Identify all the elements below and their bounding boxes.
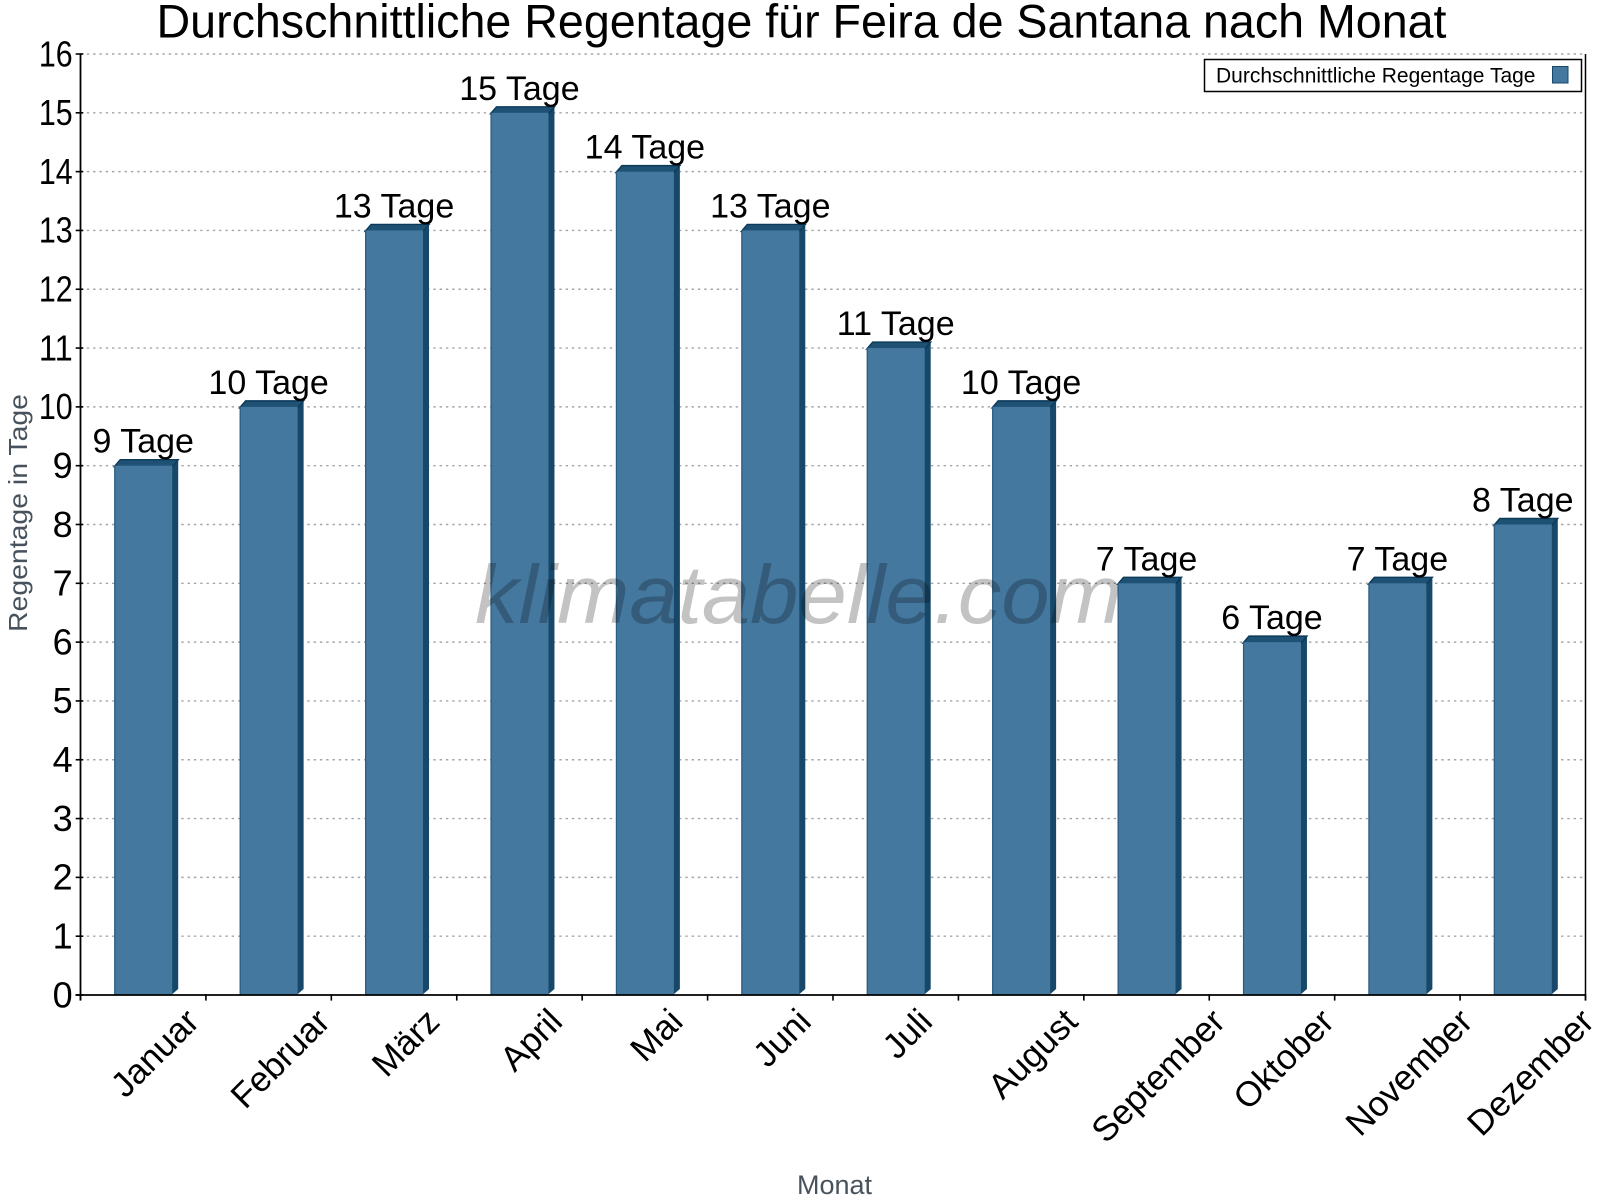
svg-text:13: 13 bbox=[39, 210, 73, 251]
svg-text:klimatabelle.com: klimatabelle.com bbox=[475, 548, 1122, 641]
svg-text:12: 12 bbox=[39, 269, 73, 310]
svg-text:10 Tage: 10 Tage bbox=[208, 364, 328, 402]
svg-text:11: 11 bbox=[39, 327, 73, 368]
svg-text:7 Tage: 7 Tage bbox=[1096, 540, 1197, 578]
svg-text:4: 4 bbox=[53, 739, 73, 780]
svg-text:5: 5 bbox=[53, 680, 73, 721]
svg-text:10: 10 bbox=[39, 386, 73, 427]
svg-text:16: 16 bbox=[39, 33, 73, 74]
svg-text:14: 14 bbox=[39, 151, 73, 192]
svg-text:7: 7 bbox=[53, 563, 73, 604]
svg-text:7 Tage: 7 Tage bbox=[1347, 540, 1448, 578]
svg-text:6 Tage: 6 Tage bbox=[1221, 599, 1322, 637]
svg-text:9: 9 bbox=[53, 445, 73, 486]
svg-text:15: 15 bbox=[39, 92, 73, 133]
svg-text:13 Tage: 13 Tage bbox=[334, 187, 454, 225]
svg-text:Monat: Monat bbox=[797, 1170, 873, 1200]
svg-text:2: 2 bbox=[53, 857, 73, 898]
svg-text:0: 0 bbox=[53, 974, 73, 1015]
svg-text:9 Tage: 9 Tage bbox=[92, 423, 193, 461]
svg-text:1: 1 bbox=[53, 915, 73, 956]
svg-text:Regentage in Tage: Regentage in Tage bbox=[3, 394, 33, 632]
svg-text:3: 3 bbox=[53, 798, 73, 839]
svg-text:11 Tage: 11 Tage bbox=[837, 305, 955, 343]
svg-text:15 Tage: 15 Tage bbox=[459, 70, 579, 108]
svg-text:6: 6 bbox=[53, 621, 73, 662]
svg-text:Durchschnittliche Regentage Ta: Durchschnittliche Regentage Tage bbox=[1216, 64, 1535, 87]
svg-text:13 Tage: 13 Tage bbox=[710, 187, 830, 225]
svg-text:8: 8 bbox=[53, 504, 73, 545]
svg-text:10 Tage: 10 Tage bbox=[961, 364, 1081, 402]
svg-text:14 Tage: 14 Tage bbox=[585, 129, 705, 167]
svg-text:Durchschnittliche Regentage fü: Durchschnittliche Regentage für Feira de… bbox=[157, 0, 1447, 48]
svg-text:8 Tage: 8 Tage bbox=[1472, 482, 1573, 520]
